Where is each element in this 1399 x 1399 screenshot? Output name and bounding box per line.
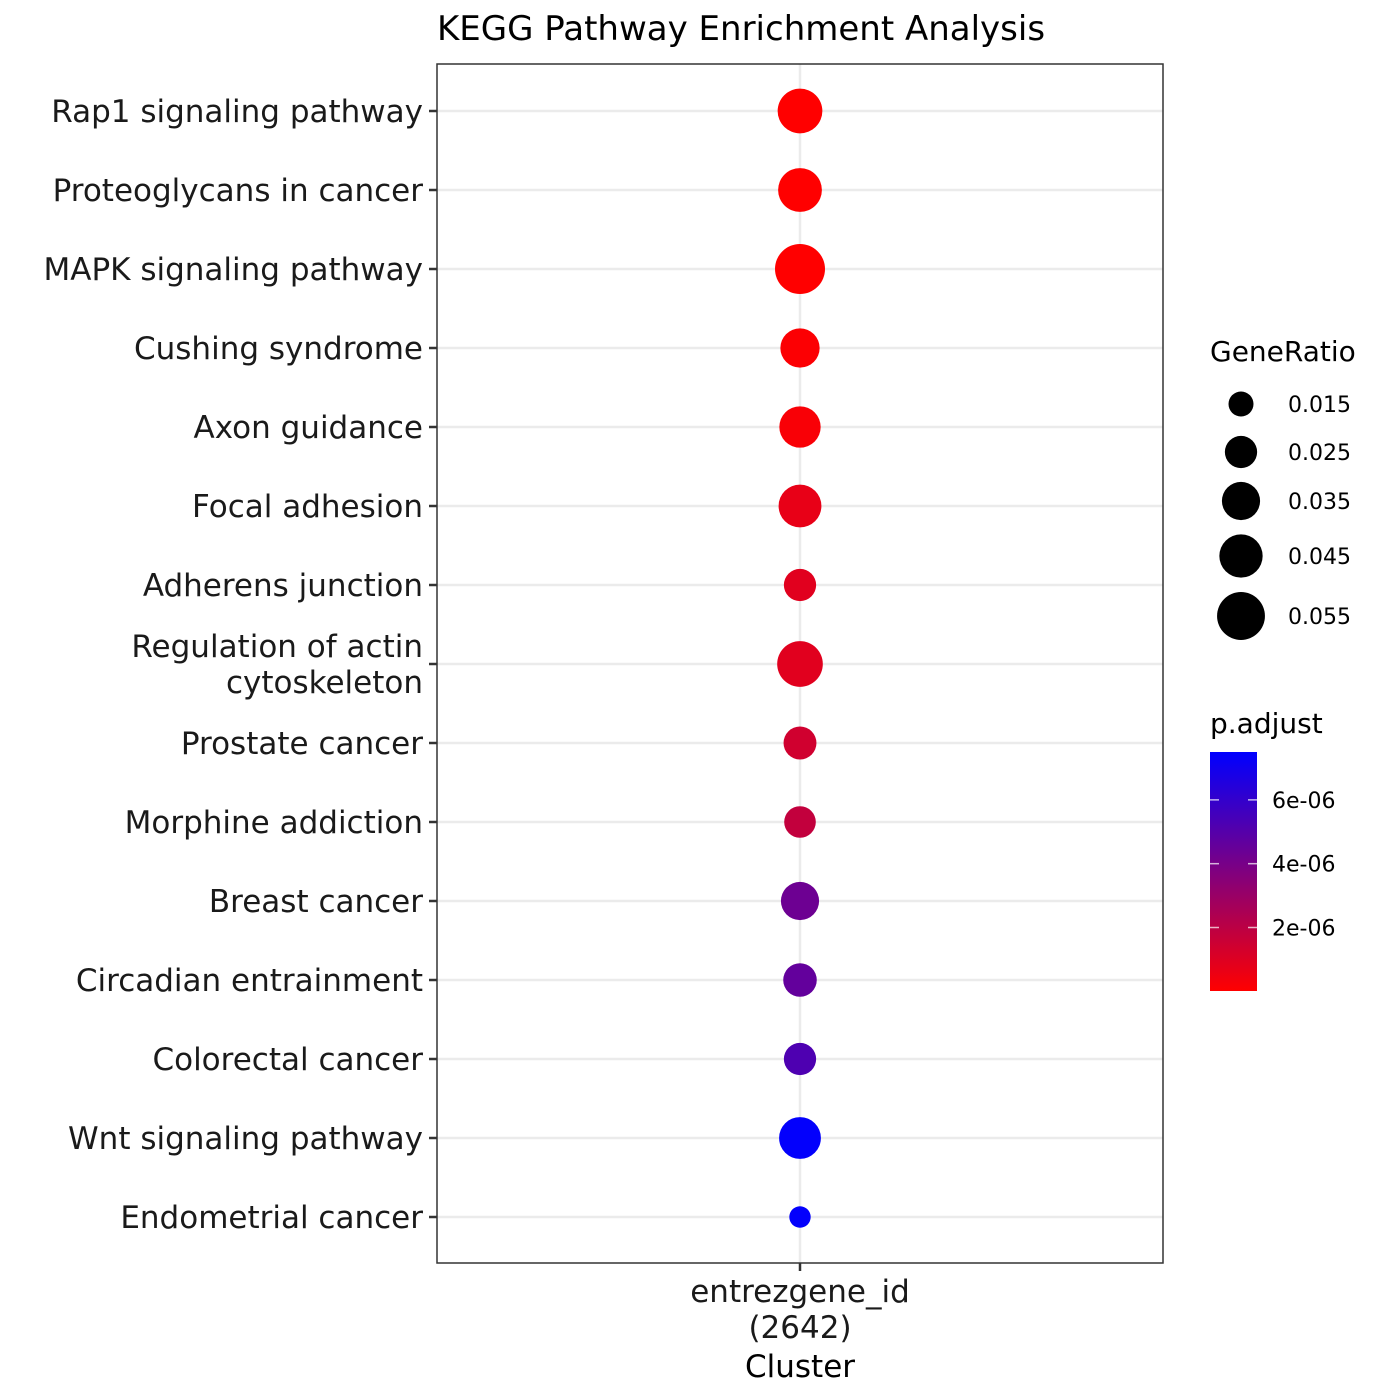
y-tick-label: Focal adhesion — [192, 489, 423, 525]
y-tick-label: MAPK signaling pathway — [44, 252, 424, 288]
size-legend: GeneRatio 0.015 0.025 0.035 0.045 0.055 — [1210, 335, 1356, 640]
data-point — [779, 406, 821, 448]
y-tick-label: Adherens junction — [143, 568, 423, 604]
y-tick-label: Axon guidance — [194, 410, 423, 446]
y-tick-label: Cushing syndrome — [134, 331, 423, 367]
color-legend-label: 2e-06 — [1272, 917, 1335, 942]
chart-title: KEGG Pathway Enrichment Analysis — [437, 9, 1045, 49]
size-legend-key — [1219, 534, 1263, 578]
data-point — [784, 806, 816, 838]
data-points — [775, 88, 825, 1228]
size-legend-label: 0.015 — [1288, 393, 1351, 418]
size-legend-label: 0.025 — [1288, 441, 1351, 466]
data-point — [780, 881, 820, 921]
y-tick-label: Proteoglycans in cancer — [53, 173, 424, 209]
data-point — [783, 1042, 817, 1076]
y-tick-label: Breast cancer — [209, 884, 423, 920]
data-point — [777, 641, 823, 687]
color-legend: p.adjust 2e-06 4e-06 6e-06 — [1210, 707, 1335, 991]
data-point — [778, 484, 822, 528]
size-legend-key — [1224, 435, 1258, 469]
y-tick-label: Rap1 signaling pathway — [51, 94, 423, 130]
size-legend-label: 0.055 — [1288, 605, 1351, 630]
size-legend-key — [1221, 481, 1261, 521]
data-point — [780, 328, 820, 368]
y-tick-label: Prostate cancer — [181, 726, 423, 762]
data-point — [777, 88, 823, 134]
data-point — [783, 568, 817, 602]
color-legend-title: p.adjust — [1210, 707, 1323, 740]
color-legend-label: 4e-06 — [1272, 853, 1335, 878]
size-legend-title: GeneRatio — [1210, 335, 1356, 368]
y-tick-label: Colorectal cancer — [152, 1042, 423, 1078]
size-legend-key — [1217, 592, 1265, 640]
y-tick-label: Endometrial cancer — [120, 1200, 423, 1236]
y-tick-label: Morphine addiction — [125, 805, 423, 841]
data-point — [783, 726, 817, 760]
data-point — [778, 168, 822, 212]
y-tick-label: Regulation of actin cytoskeleton — [131, 629, 423, 701]
size-legend-label: 0.045 — [1288, 545, 1351, 570]
x-axis-label: Cluster — [745, 1349, 855, 1385]
y-axis: Rap1 signaling pathway Proteoglycans in c… — [44, 94, 437, 1236]
data-point — [779, 1117, 821, 1159]
x-tick-label: entrezgene_id (2642) — [690, 1274, 910, 1346]
data-point — [775, 244, 825, 294]
data-point — [783, 963, 817, 997]
y-tick-label: Wnt signaling pathway — [68, 1121, 423, 1157]
y-tick-label: Circadian entrainment — [76, 963, 423, 999]
color-legend-label: 6e-06 — [1272, 789, 1335, 814]
color-bar — [1210, 752, 1257, 991]
data-point — [789, 1206, 811, 1228]
x-axis: entrezgene_id (2642) — [690, 1263, 910, 1346]
size-legend-key — [1228, 391, 1254, 417]
size-legend-label: 0.035 — [1288, 490, 1351, 515]
